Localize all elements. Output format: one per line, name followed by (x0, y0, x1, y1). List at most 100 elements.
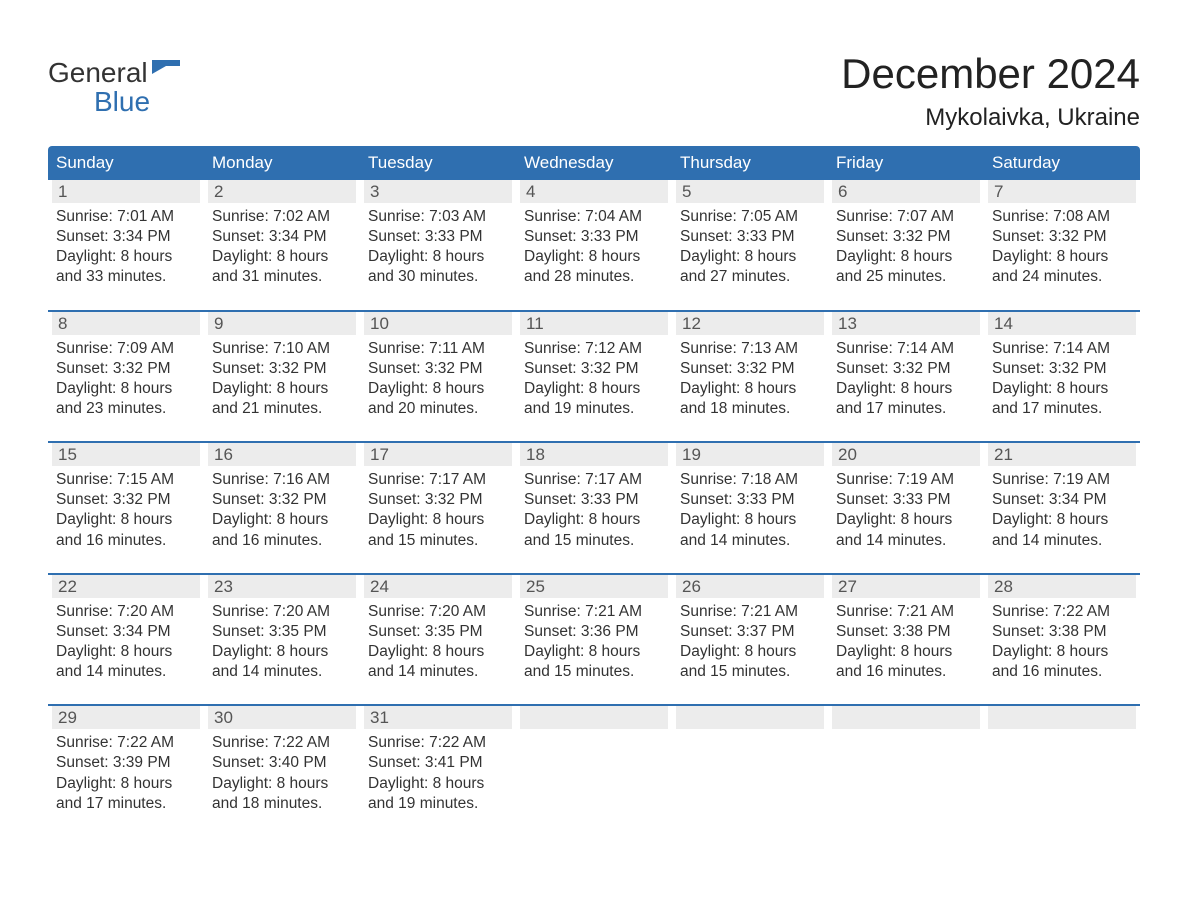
day-details: Sunrise: 7:22 AMSunset: 3:41 PMDaylight:… (364, 729, 512, 814)
day-cell: 9Sunrise: 7:10 AMSunset: 3:32 PMDaylight… (204, 312, 360, 420)
sunrise-text: Sunrise: 7:09 AM (56, 339, 196, 359)
sunrise-text: Sunrise: 7:21 AM (836, 602, 976, 622)
logo-text-bottom: Blue (94, 87, 180, 116)
sunrise-text: Sunrise: 7:19 AM (992, 470, 1132, 490)
daylight-line2: and 21 minutes. (212, 399, 352, 419)
day-number: 9 (208, 312, 356, 335)
daylight-line2: and 15 minutes. (524, 531, 664, 551)
day-number: 1 (52, 180, 200, 203)
daylight-line2: and 30 minutes. (368, 267, 508, 287)
day-cell: 17Sunrise: 7:17 AMSunset: 3:32 PMDayligh… (360, 443, 516, 551)
day-cell: 8 Sunrise: 7:09 AMSunset: 3:32 PMDaylight… (48, 312, 204, 420)
day-details: Sunrise: 7:21 AMSunset: 3:38 PMDaylight:… (832, 598, 980, 683)
day-cell: 20Sunrise: 7:19 AMSunset: 3:33 PMDayligh… (828, 443, 984, 551)
sunrise-text: Sunrise: 7:21 AM (680, 602, 820, 622)
daylight-line2: and 17 minutes. (992, 399, 1132, 419)
day-number: 23 (208, 575, 356, 598)
sunrise-text: Sunrise: 7:13 AM (680, 339, 820, 359)
day-number-empty (988, 706, 1136, 729)
day-number: 30 (208, 706, 356, 729)
daylight-line2: and 25 minutes. (836, 267, 976, 287)
daylight-line1: Daylight: 8 hours (836, 379, 976, 399)
sunrise-text: Sunrise: 7:04 AM (524, 207, 664, 227)
day-details: Sunrise: 7:07 AMSunset: 3:32 PMDaylight:… (832, 203, 980, 288)
day-details: Sunrise: 7:10 AMSunset: 3:32 PMDaylight:… (208, 335, 356, 420)
daylight-line2: and 14 minutes. (368, 662, 508, 682)
day-number: 7 (988, 180, 1136, 203)
sunset-text: Sunset: 3:32 PM (368, 359, 508, 379)
sunset-text: Sunset: 3:32 PM (212, 359, 352, 379)
day-cell (672, 706, 828, 814)
day-number: 16 (208, 443, 356, 466)
daylight-line1: Daylight: 8 hours (680, 510, 820, 530)
day-details: Sunrise: 7:04 AMSunset: 3:33 PMDaylight:… (520, 203, 668, 288)
daylight-line1: Daylight: 8 hours (212, 774, 352, 794)
daylight-line2: and 33 minutes. (56, 267, 196, 287)
sunrise-text: Sunrise: 7:20 AM (56, 602, 196, 622)
sunrise-text: Sunrise: 7:01 AM (56, 207, 196, 227)
sunrise-text: Sunrise: 7:17 AM (368, 470, 508, 490)
daylight-line2: and 20 minutes. (368, 399, 508, 419)
sunset-text: Sunset: 3:32 PM (836, 359, 976, 379)
day-details: Sunrise: 7:20 AMSunset: 3:35 PMDaylight:… (208, 598, 356, 683)
day-number: 26 (676, 575, 824, 598)
day-details: Sunrise: 7:02 AMSunset: 3:34 PMDaylight:… (208, 203, 356, 288)
day-number: 3 (364, 180, 512, 203)
sunrise-text: Sunrise: 7:18 AM (680, 470, 820, 490)
sunset-text: Sunset: 3:32 PM (56, 359, 196, 379)
daylight-line1: Daylight: 8 hours (836, 642, 976, 662)
day-cell: 3Sunrise: 7:03 AMSunset: 3:33 PMDaylight… (360, 180, 516, 288)
day-cell: 28Sunrise: 7:22 AMSunset: 3:38 PMDayligh… (984, 575, 1140, 683)
day-number-empty (520, 706, 668, 729)
daylight-line2: and 16 minutes. (56, 531, 196, 551)
day-details: Sunrise: 7:21 AMSunset: 3:37 PMDaylight:… (676, 598, 824, 683)
daylight-line1: Daylight: 8 hours (524, 379, 664, 399)
day-cell (828, 706, 984, 814)
daylight-line1: Daylight: 8 hours (212, 642, 352, 662)
sunrise-text: Sunrise: 7:22 AM (56, 733, 196, 753)
week-row: 8Sunrise: 7:09 AMSunset: 3:32 PMDaylight… (48, 312, 1140, 420)
sunrise-text: Sunrise: 7:07 AM (836, 207, 976, 227)
daylight-line2: and 14 minutes. (836, 531, 976, 551)
day-cell: 5Sunrise: 7:05 AMSunset: 3:33 PMDaylight… (672, 180, 828, 288)
day-number: 8 (52, 312, 200, 335)
day-cell: 24Sunrise: 7:20 AMSunset: 3:35 PMDayligh… (360, 575, 516, 683)
daylight-line1: Daylight: 8 hours (992, 247, 1132, 267)
day-number-empty (832, 706, 980, 729)
day-number: 2 (208, 180, 356, 203)
sunset-text: Sunset: 3:32 PM (56, 490, 196, 510)
sunrise-text: Sunrise: 7:15 AM (56, 470, 196, 490)
sunrise-text: Sunrise: 7:02 AM (212, 207, 352, 227)
sunrise-text: Sunrise: 7:10 AM (212, 339, 352, 359)
daylight-line1: Daylight: 8 hours (56, 247, 196, 267)
daylight-line1: Daylight: 8 hours (56, 379, 196, 399)
day-number: 5 (676, 180, 824, 203)
day-details: Sunrise: 7:22 AMSunset: 3:38 PMDaylight:… (988, 598, 1136, 683)
week-row: 29Sunrise: 7:22 AMSunset: 3:39 PMDayligh… (48, 706, 1140, 814)
daylight-line1: Daylight: 8 hours (992, 510, 1132, 530)
daylight-line2: and 24 minutes. (992, 267, 1132, 287)
day-cell: 2Sunrise: 7:02 AMSunset: 3:34 PMDaylight… (204, 180, 360, 288)
day-number: 31 (364, 706, 512, 729)
day-number: 12 (676, 312, 824, 335)
day-number: 19 (676, 443, 824, 466)
daylight-line1: Daylight: 8 hours (368, 247, 508, 267)
day-details: Sunrise: 7:17 AMSunset: 3:32 PMDaylight:… (364, 466, 512, 551)
daylight-line1: Daylight: 8 hours (524, 247, 664, 267)
sunset-text: Sunset: 3:40 PM (212, 753, 352, 773)
daylight-line1: Daylight: 8 hours (368, 379, 508, 399)
sunrise-text: Sunrise: 7:16 AM (212, 470, 352, 490)
daylight-line2: and 15 minutes. (524, 662, 664, 682)
weekday-label: Wednesday (516, 146, 672, 180)
day-cell: 31Sunrise: 7:22 AMSunset: 3:41 PMDayligh… (360, 706, 516, 814)
week-row: 22Sunrise: 7:20 AMSunset: 3:34 PMDayligh… (48, 575, 1140, 683)
daylight-line1: Daylight: 8 hours (680, 247, 820, 267)
sunrise-text: Sunrise: 7:20 AM (212, 602, 352, 622)
daylight-line1: Daylight: 8 hours (368, 642, 508, 662)
day-details: Sunrise: 7:14 AMSunset: 3:32 PMDaylight:… (832, 335, 980, 420)
day-number: 14 (988, 312, 1136, 335)
daylight-line2: and 17 minutes. (56, 794, 196, 814)
daylight-line1: Daylight: 8 hours (368, 510, 508, 530)
daylight-line1: Daylight: 8 hours (524, 642, 664, 662)
day-details: Sunrise: 7:01 AMSunset: 3:34 PMDaylight:… (52, 203, 200, 288)
